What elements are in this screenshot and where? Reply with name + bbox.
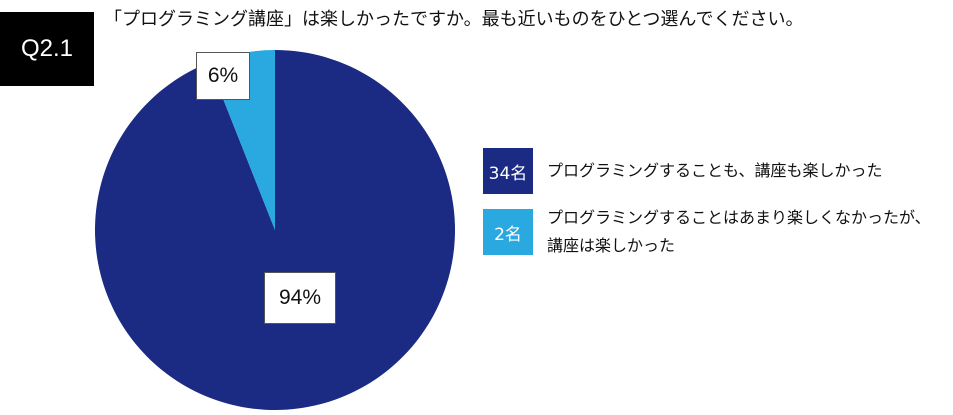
data-label-minor: 6% — [196, 52, 250, 100]
legend-label-minor: プログラミングすることはあまり楽しくなかったが、 講座は楽しかった — [547, 204, 931, 260]
legend-item-major: 34名 プログラミングすることも、講座も楽しかった — [483, 148, 883, 194]
question-text: 「プログラミング講座」は楽しかったですか。最も近いものをひとつ選んでください。 — [104, 9, 804, 30]
question-number-badge: Q2.1 — [0, 12, 94, 86]
legend-label-line: プログラミングすることはあまり楽しくなかったが、 — [547, 208, 931, 227]
legend-label-line: 講座は楽しかった — [547, 236, 676, 255]
legend-label-line: プログラミングすることも、講座も楽しかった — [547, 161, 883, 180]
legend-swatch-minor: 2名 — [483, 209, 533, 255]
legend-item-minor: 2名 プログラミングすることはあまり楽しくなかったが、 講座は楽しかった — [483, 204, 931, 260]
data-label-major: 94% — [264, 272, 336, 324]
legend-swatch-major: 34名 — [483, 148, 533, 194]
legend-label-major: プログラミングすることも、講座も楽しかった — [547, 157, 883, 185]
